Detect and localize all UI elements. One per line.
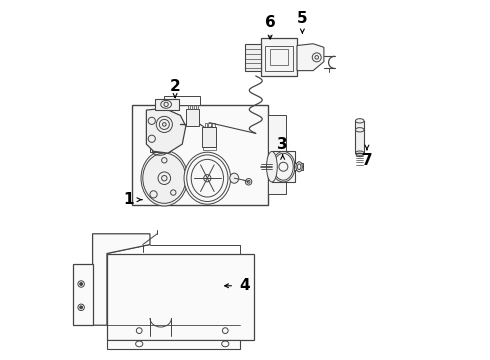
- Ellipse shape: [184, 152, 231, 204]
- Bar: [270, 49, 288, 65]
- Bar: [202, 127, 216, 147]
- Ellipse shape: [230, 173, 239, 183]
- Bar: [208, 123, 211, 127]
- Text: 3: 3: [277, 137, 288, 152]
- Text: 5: 5: [297, 11, 308, 26]
- Bar: [188, 105, 190, 109]
- Ellipse shape: [267, 152, 277, 182]
- Bar: [150, 139, 170, 152]
- Bar: [261, 39, 297, 76]
- Bar: [192, 105, 194, 109]
- Bar: [245, 44, 261, 71]
- Bar: [186, 109, 199, 126]
- Ellipse shape: [355, 119, 364, 123]
- Ellipse shape: [80, 283, 82, 285]
- Ellipse shape: [296, 162, 302, 172]
- Ellipse shape: [141, 150, 188, 206]
- Bar: [196, 105, 198, 109]
- Bar: [107, 253, 254, 339]
- Bar: [155, 99, 179, 110]
- Polygon shape: [297, 44, 324, 71]
- Text: 1: 1: [123, 192, 134, 207]
- Bar: [269, 116, 286, 194]
- Bar: [265, 45, 294, 71]
- Ellipse shape: [150, 141, 170, 150]
- Text: 2: 2: [170, 79, 180, 94]
- Bar: [164, 96, 200, 105]
- Bar: [203, 147, 216, 150]
- Ellipse shape: [272, 152, 295, 182]
- Text: 4: 4: [240, 278, 250, 293]
- Polygon shape: [93, 234, 150, 325]
- Bar: [355, 121, 364, 130]
- Text: 7: 7: [362, 153, 372, 168]
- Bar: [294, 163, 303, 170]
- Polygon shape: [147, 108, 186, 153]
- Bar: [73, 264, 93, 325]
- Bar: [132, 105, 269, 205]
- Bar: [355, 130, 364, 153]
- Bar: [212, 123, 215, 127]
- Ellipse shape: [80, 306, 82, 309]
- Bar: [107, 339, 240, 348]
- Bar: [205, 123, 207, 127]
- Ellipse shape: [355, 128, 364, 132]
- Bar: [272, 151, 295, 182]
- Text: 6: 6: [265, 15, 275, 30]
